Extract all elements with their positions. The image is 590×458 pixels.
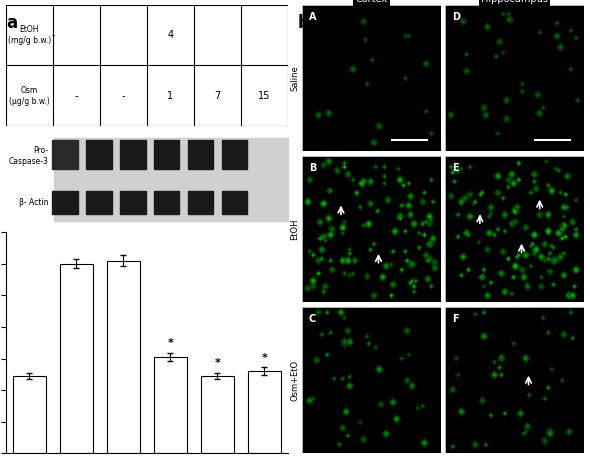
Bar xyxy=(154,140,179,169)
Title: Hippocampus: Hippocampus xyxy=(481,0,548,4)
Text: Pro-
Caspase-3: Pro- Caspase-3 xyxy=(8,146,48,166)
Bar xyxy=(188,191,213,214)
Text: *: * xyxy=(215,358,221,368)
Title: Cortex: Cortex xyxy=(355,0,388,4)
Text: B: B xyxy=(309,163,316,173)
Text: *: * xyxy=(261,353,267,363)
Y-axis label: Saline: Saline xyxy=(290,65,299,91)
Bar xyxy=(188,140,213,169)
Bar xyxy=(201,376,234,453)
Bar xyxy=(86,191,112,214)
Text: -: - xyxy=(51,30,55,40)
Text: 1: 1 xyxy=(168,91,173,101)
Y-axis label: Osm+EtO: Osm+EtO xyxy=(290,360,299,401)
Text: E: E xyxy=(452,163,459,173)
Text: EtOH
(mg/g b.w.): EtOH (mg/g b.w.) xyxy=(8,25,51,45)
Bar xyxy=(222,191,247,214)
Bar xyxy=(53,191,78,214)
Text: -: - xyxy=(122,91,125,101)
Bar xyxy=(154,191,179,214)
Text: a: a xyxy=(6,14,17,32)
Text: β- Actin: β- Actin xyxy=(19,198,48,207)
Bar xyxy=(222,140,247,169)
Bar xyxy=(120,140,146,169)
Text: 7: 7 xyxy=(214,91,221,101)
Bar xyxy=(248,371,281,453)
Bar xyxy=(86,140,112,169)
Text: F: F xyxy=(452,314,459,324)
Text: 15: 15 xyxy=(258,91,271,101)
Bar xyxy=(60,264,93,453)
Bar xyxy=(53,140,78,169)
Text: Osm
(μg/g b.w.): Osm (μg/g b.w.) xyxy=(9,86,50,106)
Bar xyxy=(120,191,146,214)
Text: 4: 4 xyxy=(168,30,173,40)
Text: *: * xyxy=(168,338,173,349)
Text: -: - xyxy=(75,91,78,101)
Text: 30: 30 xyxy=(306,91,317,101)
Text: A: A xyxy=(309,12,316,22)
Bar xyxy=(54,138,288,221)
Bar xyxy=(154,357,187,453)
Text: b: b xyxy=(298,14,310,32)
Text: C: C xyxy=(309,314,316,324)
Bar xyxy=(107,261,140,453)
Y-axis label: EtOH: EtOH xyxy=(290,218,299,240)
Bar xyxy=(13,376,46,453)
Text: D: D xyxy=(452,12,460,22)
